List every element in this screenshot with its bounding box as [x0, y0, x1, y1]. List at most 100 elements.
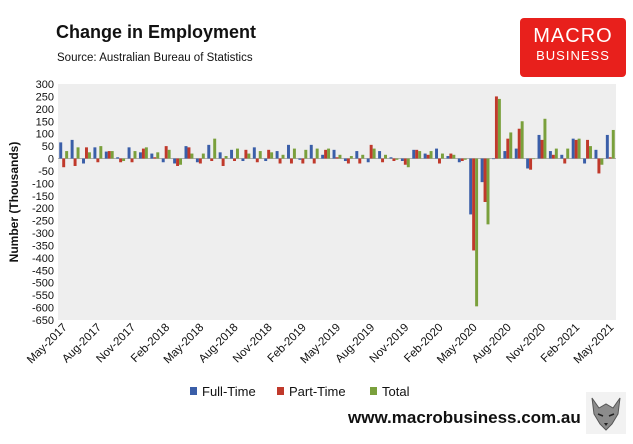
bar-full-time-mar-2018: [173, 158, 177, 164]
bar-part-time-feb-2018: [164, 146, 168, 159]
chart-source: Source: Australian Bureau of Statistics: [57, 52, 253, 64]
bar-full-time-jun-2019: [343, 158, 347, 162]
bar-total-sep-2018: [247, 153, 251, 159]
bar-part-time-jul-2019: [358, 158, 362, 164]
plot-area: [58, 84, 616, 320]
bar-part-time-aug-2019: [369, 144, 373, 159]
bar-full-time-sep-2020: [514, 148, 518, 159]
y-tick-label: -300: [32, 228, 54, 240]
bar-full-time-oct-2019: [389, 157, 393, 159]
bar-part-time-nov-2020: [540, 139, 544, 159]
bar-part-time-mar-2019: [312, 158, 316, 164]
macrobusiness-logo: MACRO BUSINESS: [520, 18, 626, 77]
bar-total-nov-2018: [270, 152, 274, 159]
bar-part-time-aug-2020: [506, 138, 510, 159]
bar-part-time-aug-2017: [96, 158, 100, 163]
bar-total-may-2020: [475, 158, 479, 307]
bar-part-time-dec-2019: [415, 149, 419, 159]
bar-full-time-apr-2021: [594, 149, 598, 159]
bar-part-time-mar-2020: [449, 153, 453, 159]
bar-total-jan-2018: [156, 152, 160, 159]
bar-total-oct-2020: [532, 158, 536, 160]
bar-full-time-feb-2018: [161, 158, 165, 163]
bar-total-jul-2020: [497, 98, 501, 159]
bar-total-jan-2019: [292, 148, 296, 159]
bar-full-time-feb-2019: [298, 158, 302, 160]
bar-full-time-sep-2017: [104, 151, 108, 159]
bar-full-time-dec-2020: [548, 151, 552, 159]
bar-part-time-nov-2019: [403, 158, 407, 165]
bar-part-time-may-2018: [198, 158, 202, 164]
bar-total-may-2017: [65, 151, 69, 159]
bar-part-time-sep-2018: [244, 149, 248, 159]
bar-part-time-nov-2018: [267, 149, 271, 159]
bar-full-time-feb-2020: [435, 148, 439, 159]
bar-total-aug-2018: [235, 148, 239, 159]
y-tick-label: -150: [32, 191, 54, 203]
legend-label: Total: [382, 384, 410, 399]
bar-total-mar-2019: [315, 148, 319, 159]
bar-full-time-jul-2020: [491, 158, 495, 160]
bar-part-time-aug-2018: [233, 158, 236, 162]
bar-part-time-dec-2018: [278, 158, 282, 164]
bar-part-time-nov-2017: [130, 158, 134, 163]
bar-total-nov-2017: [133, 151, 137, 159]
bar-part-time-sep-2020: [517, 128, 521, 159]
y-tick-label: -450: [32, 265, 54, 277]
bar-full-time-dec-2017: [138, 152, 142, 159]
bar-total-may-2018: [201, 153, 205, 159]
bar-part-time-jun-2020: [483, 158, 487, 202]
bar-full-time-feb-2021: [571, 138, 575, 159]
bar-total-dec-2017: [144, 147, 148, 159]
bar-full-time-jun-2020: [480, 158, 484, 183]
bar-total-mar-2018: [179, 158, 183, 165]
bar-full-time-dec-2019: [412, 149, 416, 159]
bar-full-time-jun-2017: [70, 139, 74, 159]
bar-part-time-sep-2017: [107, 151, 111, 159]
bar-full-time-jul-2018: [218, 152, 222, 159]
bar-total-feb-2021: [577, 138, 581, 159]
bar-part-time-feb-2021: [574, 139, 578, 159]
y-tick-label: -550: [32, 290, 54, 302]
bar-part-time-jun-2018: [210, 158, 214, 162]
bar-total-jan-2020: [429, 151, 433, 159]
legend-swatch: [277, 387, 284, 395]
bar-full-time-aug-2020: [503, 151, 507, 159]
bar-full-time-may-2021: [605, 134, 609, 159]
legend-swatch: [370, 387, 377, 395]
bar-full-time-may-2017: [59, 142, 63, 159]
bar-part-time-jul-2018: [221, 158, 225, 166]
bar-full-time-nov-2019: [400, 158, 404, 162]
bar-total-dec-2019: [418, 151, 422, 159]
bar-total-aug-2019: [372, 148, 376, 159]
bar-full-time-nov-2017: [127, 147, 131, 159]
bar-full-time-apr-2019: [321, 154, 325, 159]
bar-total-apr-2021: [600, 158, 604, 165]
chart-title: Change in Employment: [56, 22, 257, 42]
bar-total-may-2021: [611, 129, 615, 159]
website-url: www.macrobusiness.com.au: [348, 408, 581, 427]
bar-part-time-jan-2018: [153, 157, 157, 159]
bar-total-jul-2019: [361, 154, 365, 159]
bar-full-time-mar-2021: [583, 158, 587, 164]
bar-full-time-may-2019: [332, 149, 336, 159]
bar-total-aug-2017: [99, 146, 103, 159]
bar-full-time-mar-2020: [446, 156, 450, 159]
y-tick-label: 200: [36, 104, 54, 116]
bar-part-time-oct-2020: [529, 158, 533, 170]
y-tick-label: 150: [36, 116, 54, 128]
bar-total-jul-2018: [224, 156, 228, 159]
bar-full-time-may-2018: [195, 158, 199, 163]
bar-part-time-oct-2019: [392, 158, 396, 162]
bar-full-time-jun-2018: [207, 144, 211, 159]
bar-total-jun-2017: [76, 147, 80, 159]
legend-label: Full-Time: [202, 384, 256, 399]
bar-full-time-mar-2019: [309, 144, 313, 159]
y-tick-label: -600: [32, 303, 54, 315]
bar-total-sep-2020: [520, 121, 524, 159]
bar-full-time-oct-2020: [526, 158, 530, 169]
y-tick-label: -250: [32, 216, 54, 228]
bar-part-time-apr-2018: [187, 147, 191, 159]
bar-part-time-feb-2019: [301, 158, 305, 164]
bar-part-time-dec-2017: [141, 148, 145, 159]
